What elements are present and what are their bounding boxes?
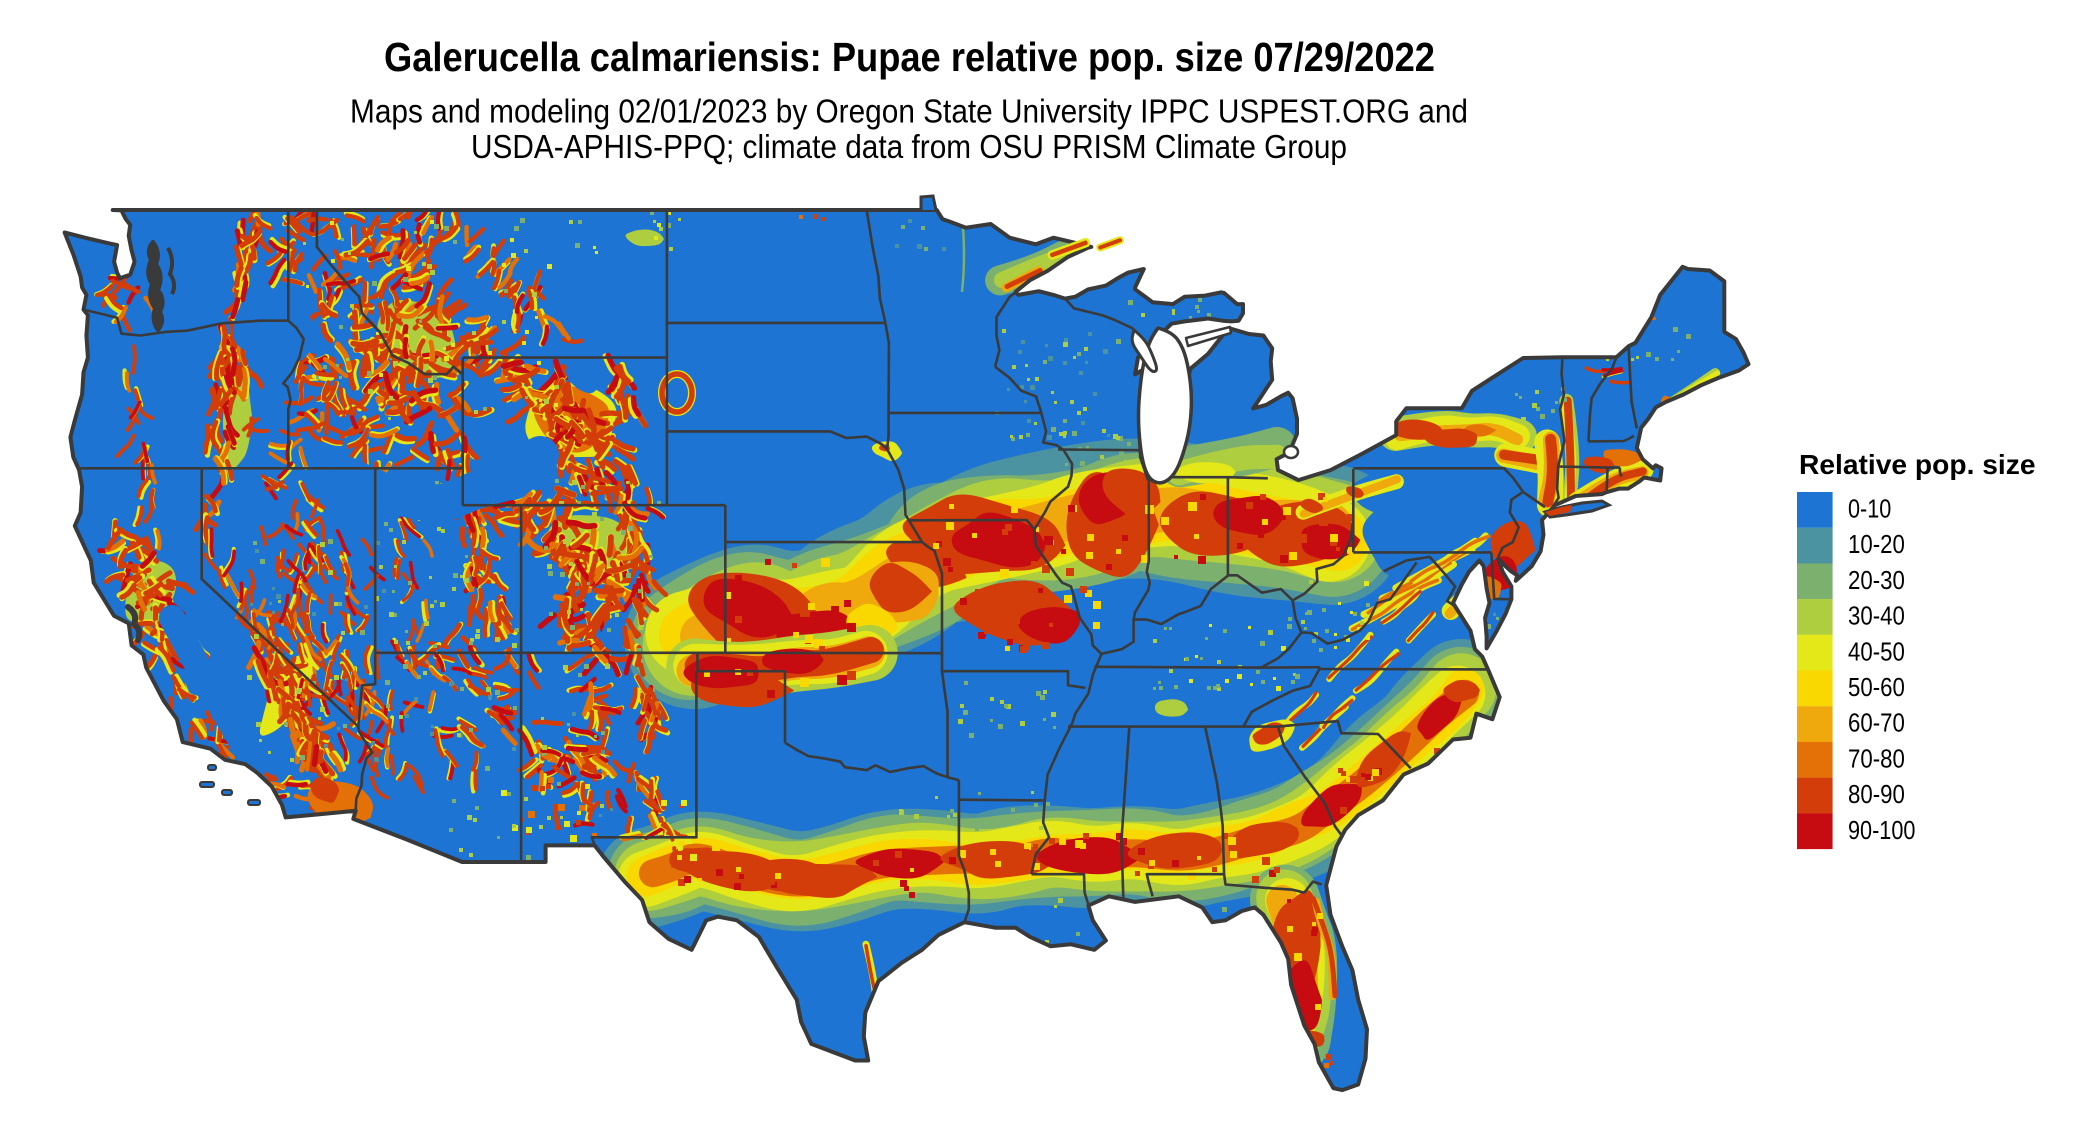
svg-text:70-80: 70-80 (1848, 743, 1905, 773)
svg-text:0-10: 0-10 (1848, 494, 1891, 524)
svg-text:Maps and modeling 02/01/2023 b: Maps and modeling 02/01/2023 by Oregon S… (350, 93, 1468, 130)
svg-text:USDA-APHIS-PPQ; climate data f: USDA-APHIS-PPQ; climate data from OSU PR… (471, 128, 1347, 165)
svg-text:60-70: 60-70 (1848, 708, 1905, 738)
svg-text:20-30: 20-30 (1848, 565, 1905, 595)
svg-text:10-20: 10-20 (1848, 529, 1905, 559)
svg-text:80-90: 80-90 (1848, 779, 1905, 809)
svg-text:40-50: 40-50 (1848, 636, 1905, 666)
svg-text:30-40: 30-40 (1848, 601, 1905, 631)
svg-text:90-100: 90-100 (1848, 815, 1915, 845)
svg-text:Galerucella calmariensis: Pupa: Galerucella calmariensis: Pupae relative… (384, 34, 1435, 80)
svg-text:Relative pop. size: Relative pop. size (1799, 449, 2036, 480)
svg-text:50-60: 50-60 (1848, 672, 1905, 702)
